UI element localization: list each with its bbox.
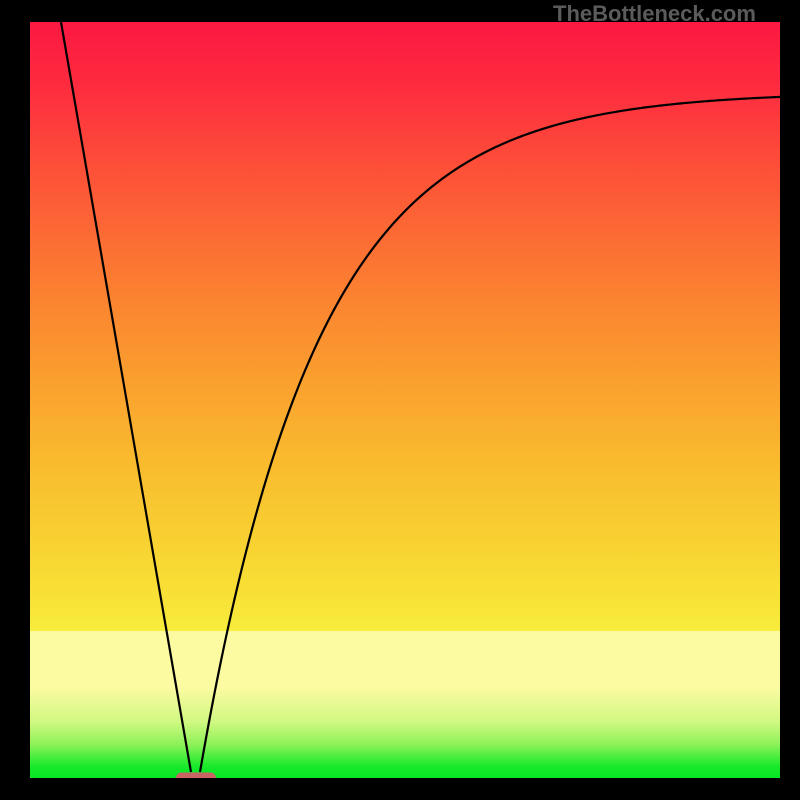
plot-area <box>30 22 780 778</box>
chart-container: TheBottleneck.com <box>0 0 800 800</box>
left-v-line <box>61 22 191 772</box>
right-v-curve <box>200 97 780 772</box>
watermark-text: TheBottleneck.com <box>553 1 756 27</box>
curve-layer <box>30 22 780 778</box>
bottleneck-marker <box>176 773 216 779</box>
